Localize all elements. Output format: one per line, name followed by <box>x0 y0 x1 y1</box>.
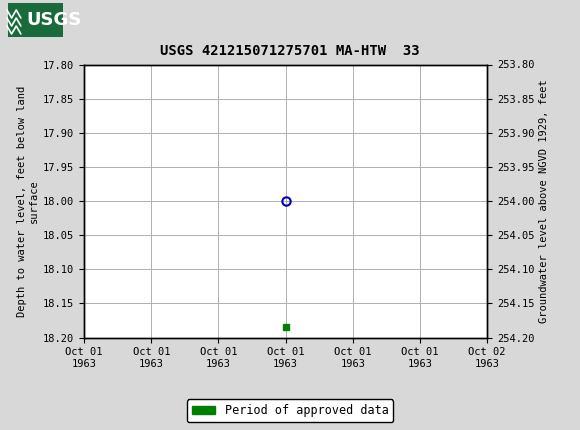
Y-axis label: Groundwater level above NGVD 1929, feet: Groundwater level above NGVD 1929, feet <box>539 79 549 323</box>
Legend: Period of approved data: Period of approved data <box>187 399 393 422</box>
Text: USGS 421215071275701 MA-HTW  33: USGS 421215071275701 MA-HTW 33 <box>160 44 420 58</box>
FancyBboxPatch shape <box>8 3 63 37</box>
Text: USGS: USGS <box>26 11 81 29</box>
Y-axis label: Depth to water level, feet below land
surface: Depth to water level, feet below land su… <box>17 86 39 316</box>
